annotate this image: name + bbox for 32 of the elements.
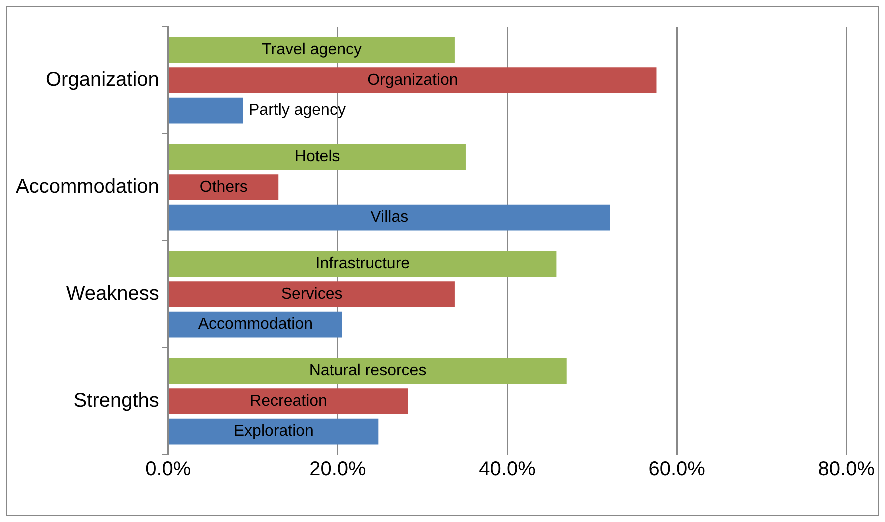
bar (169, 174, 279, 200)
data-label: Accommodation (198, 316, 314, 334)
bar (169, 388, 408, 414)
data-label: Others (200, 178, 248, 196)
x-tick-label: 80.0% (818, 458, 876, 481)
data-label: Services (281, 286, 343, 303)
y-tick-label: Strengths (74, 390, 160, 412)
x-tick-label: 20.0% (310, 458, 367, 481)
data-label: Infrastructure (316, 256, 410, 273)
x-tick-label: 60.0% (648, 458, 706, 481)
data-label: Partly agency (249, 102, 346, 120)
data-label: Organization (368, 72, 458, 89)
bar (169, 282, 455, 308)
bar (169, 251, 557, 278)
bar (169, 418, 379, 445)
bar (169, 98, 244, 124)
data-label: Villas (370, 209, 409, 226)
bar (169, 204, 610, 231)
bar (169, 37, 455, 64)
x-tick-label: 40.0% (479, 458, 536, 481)
bar (169, 68, 657, 94)
data-label: Recreation (250, 392, 328, 410)
y-tick-label: Accommodation (16, 176, 160, 198)
bar (169, 144, 466, 170)
data-label: Hotels (294, 148, 340, 166)
y-tick-label: Weakness (66, 283, 160, 306)
x-tick-label: 0.0% (146, 458, 192, 481)
y-tick-label: Organization (46, 69, 160, 92)
bar (169, 358, 567, 384)
data-label: Travel agency (262, 42, 362, 59)
data-label: Natural resorces (309, 362, 427, 380)
data-label: Exploration (234, 423, 314, 440)
